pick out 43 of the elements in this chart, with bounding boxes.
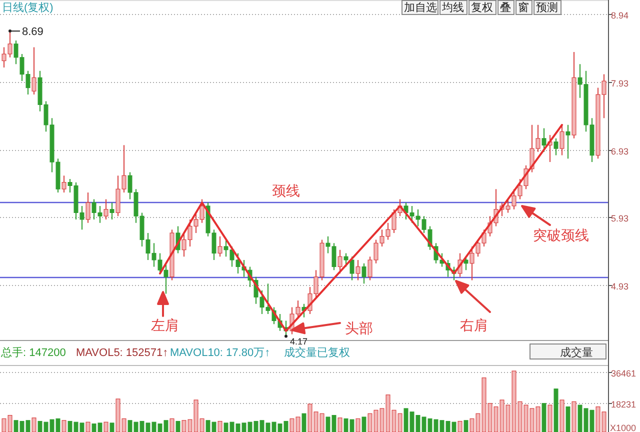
annotation: 8.69 (22, 26, 44, 38)
annotation: 均线 (441, 1, 464, 14)
candlestick (164, 262, 168, 294)
y-tick-label: 4.93 (611, 282, 629, 292)
annotation: 叠 (500, 2, 511, 14)
text: 成交量 (560, 346, 593, 359)
candlestick (62, 175, 66, 193)
candlestick (218, 236, 222, 258)
annotation: 复权 (471, 2, 493, 14)
candlestick (542, 128, 546, 152)
candlestick (110, 202, 114, 220)
y-tick-label: 5.93 (611, 214, 629, 224)
annotation: 窗 (518, 1, 529, 14)
annotation: 4.17 (290, 336, 308, 346)
candlestick (566, 124, 570, 160)
candlestick (32, 46, 36, 96)
y-axis-title: X1000 (610, 423, 636, 432)
candlestick (86, 192, 90, 224)
candlestick (338, 249, 342, 274)
text: MAVOL5: 152571↑ (76, 347, 168, 359)
candlestick (356, 259, 360, 281)
candlestick (350, 256, 354, 281)
annotation: 加自选 (404, 1, 437, 14)
y-tick-label: 36461 (611, 368, 636, 378)
text: 成交量已复权 (284, 346, 350, 359)
text: 总手: 147200 (0, 346, 66, 359)
y-tick-label: 8.94 (611, 10, 629, 20)
annotation: 左肩 (151, 317, 179, 333)
chart-title: 日线(复权) (2, 1, 54, 14)
y-tick-label: 18231 (611, 400, 636, 410)
y-tick-label: 7.93 (611, 78, 629, 88)
ref-line-label: 颈线 (272, 182, 300, 198)
candlestick (464, 256, 468, 271)
annotation: 预测 (536, 2, 558, 14)
candlestick (554, 138, 558, 156)
annotation: 右肩 (460, 317, 488, 333)
annotation: 突破颈线 (533, 227, 589, 243)
candlestick (104, 198, 108, 220)
text: MAVOL10: 17.80万↑ (170, 347, 270, 359)
candlestick (362, 262, 366, 284)
candlestick (560, 124, 564, 156)
y-tick-label: 6.93 (611, 146, 629, 156)
annotation: 头部 (345, 320, 373, 336)
